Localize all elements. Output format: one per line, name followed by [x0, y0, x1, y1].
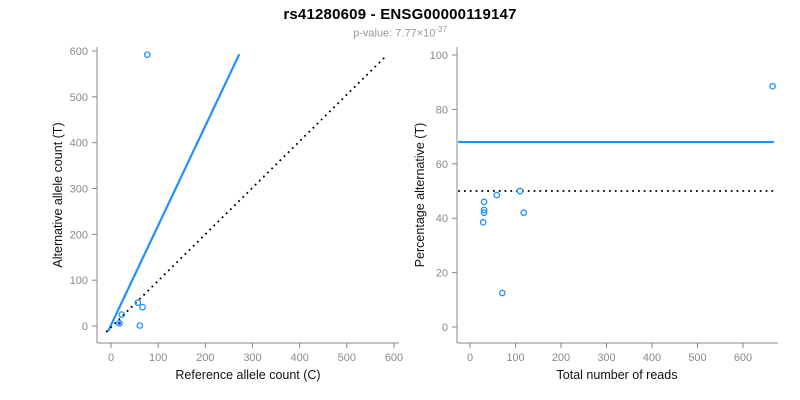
data-point	[479, 218, 487, 226]
x-tick-label: 500	[688, 352, 706, 364]
data-point	[139, 303, 146, 311]
right-scatter-plot: 0 100 200 300 400 500 600 0 20 40 60 80 100 Total num…	[413, 47, 778, 382]
y-tick-label: 0	[442, 322, 448, 334]
data-point	[493, 191, 501, 199]
data-point	[480, 206, 488, 214]
p-value-exponent: -37	[435, 25, 447, 34]
data-point	[116, 319, 123, 327]
x-axis-title: Reference allele count (C)	[175, 368, 320, 382]
data-point	[769, 82, 776, 90]
x-tick-label: 100	[149, 352, 167, 364]
y-tick-label: 0	[82, 321, 88, 333]
x-tick-label: 200	[196, 352, 214, 364]
y-tick-label: 300	[70, 184, 88, 196]
x-tick-label: 200	[552, 352, 570, 364]
data-point	[143, 51, 151, 59]
x-tick-label: 600	[734, 352, 752, 364]
left-scatter-plot: 0 100 200 300 400 500 600 0 100 200 300 400 500 600 Re…	[51, 46, 403, 382]
overplotted-data-point	[117, 321, 121, 325]
y-tick-label: 400	[70, 138, 88, 150]
data-point	[136, 322, 144, 329]
fit-line	[107, 53, 241, 332]
p-value-label: p-value:	[353, 27, 396, 40]
data-point	[520, 209, 528, 217]
x-tick-label: 400	[290, 352, 308, 364]
y-tick-label: 40	[436, 213, 448, 225]
data-point	[480, 209, 488, 217]
y-tick-label: 100	[430, 50, 448, 62]
p-value-base: 7.77×10	[395, 27, 436, 40]
x-tick-label: 0	[108, 352, 114, 364]
x-tick-label: 400	[643, 352, 661, 364]
y-axis-title: Percentage alternative (T)	[413, 123, 427, 268]
data-point	[480, 198, 488, 206]
y-axis-title: Alternative allele count (T)	[51, 122, 65, 267]
data-point	[134, 299, 142, 306]
x-tick-label: 100	[506, 352, 524, 364]
y-tick-label: 100	[70, 275, 88, 287]
y-tick-label: 80	[436, 104, 448, 116]
x-axis-title: Total number of reads	[557, 368, 678, 382]
identity-line	[105, 55, 387, 333]
x-tick-label: 300	[597, 352, 615, 364]
data-point	[516, 187, 524, 195]
y-tick-label: 60	[436, 159, 448, 171]
x-tick-label: 300	[243, 352, 261, 364]
x-tick-label: 600	[385, 352, 403, 364]
x-tick-label: 500	[338, 352, 356, 364]
y-tick-label: 20	[436, 268, 448, 280]
y-tick-label: 600	[70, 46, 88, 58]
p-value-subtitle: p-value: 7.77×10-37	[0, 25, 800, 40]
page-title: rs41280609 - ENSG00000119147	[283, 6, 517, 23]
y-tick-label: 500	[70, 92, 88, 104]
data-point	[118, 311, 126, 318]
x-tick-label: 0	[467, 352, 473, 364]
y-tick-label: 200	[70, 229, 88, 241]
data-point	[498, 289, 506, 297]
